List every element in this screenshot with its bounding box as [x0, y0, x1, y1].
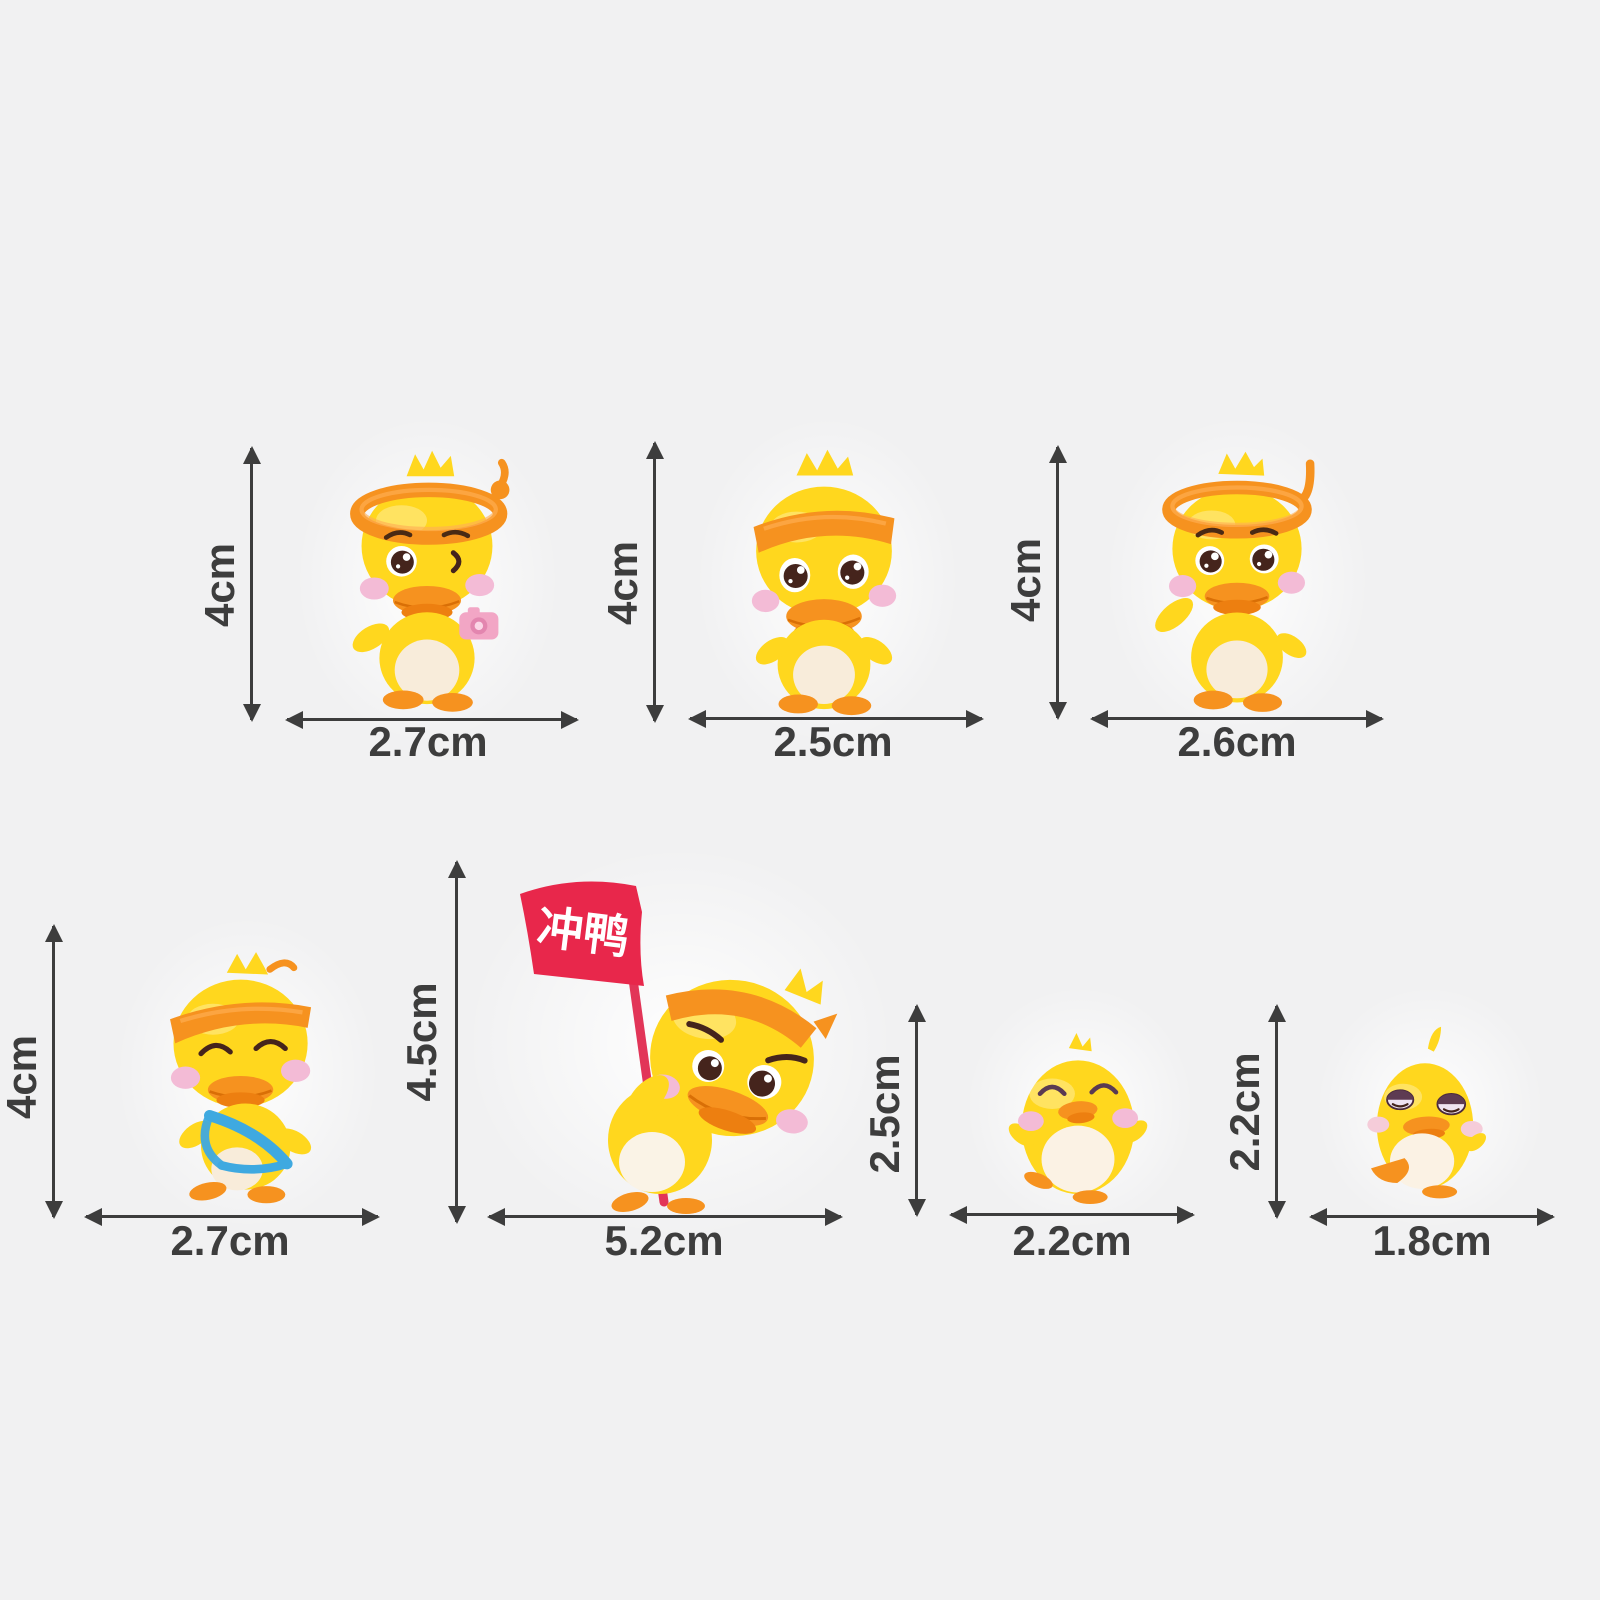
height-arrow: [1056, 447, 1059, 718]
height-arrow: [915, 1006, 918, 1215]
waving-wing-icon: [1155, 597, 1194, 633]
height-label: 4cm: [599, 540, 646, 626]
flag-icon: 冲鸭: [520, 881, 644, 986]
height-arrow: [1275, 1006, 1278, 1217]
closed-eye-icon: [1037, 1084, 1067, 1097]
width-label: 2.6cm: [1177, 718, 1297, 765]
height-label: 4cm: [0, 1034, 45, 1120]
width-arrow: [489, 1215, 841, 1218]
height-label: 2.2cm: [1221, 1052, 1268, 1172]
duck-figure-swim-ring: [170, 952, 312, 1204]
width-label: 2.2cm: [1012, 1217, 1132, 1264]
height-arrow: [455, 862, 458, 1222]
height-arrow: [52, 926, 55, 1217]
duck-figure-snorkel: [1155, 451, 1315, 712]
width-arrow: [951, 1213, 1193, 1216]
duck-figure-camera: [350, 450, 510, 712]
sleepy-eye-icon: [1436, 1093, 1467, 1116]
closed-eye-icon: [253, 1039, 288, 1052]
duck-figure-bandana: [751, 449, 897, 716]
sleepy-eye-icon: [1386, 1089, 1415, 1111]
duck-figure-flag: 冲鸭: [520, 881, 838, 1214]
gripping-wing-icon: [627, 1075, 669, 1117]
width-arrow: [1092, 717, 1382, 720]
closed-eye-icon: [198, 1042, 233, 1057]
width-arrow: [86, 1215, 378, 1218]
width-arrow: [287, 718, 577, 721]
closed-eye-icon: [1089, 1083, 1119, 1095]
width-arrow: [1311, 1215, 1553, 1218]
width-label: 5.2cm: [604, 1217, 724, 1264]
width-label: 2.5cm: [773, 718, 893, 765]
height-label: 4cm: [1002, 537, 1049, 623]
height-label: 2.5cm: [861, 1054, 908, 1174]
width-label: 2.7cm: [170, 1217, 290, 1264]
duck-figure-chick: [1008, 1032, 1148, 1204]
flag-text: 冲鸭: [534, 901, 632, 964]
height-label: 4cm: [196, 542, 243, 628]
camera-icon: [459, 607, 499, 640]
height-arrow: [250, 448, 253, 720]
height-arrow: [653, 443, 656, 721]
duck-figure-sleepy: [1367, 1026, 1486, 1199]
height-label: 4.5cm: [398, 982, 445, 1102]
swim-ring-sash-icon: [200, 1109, 293, 1174]
width-label: 1.8cm: [1372, 1217, 1492, 1264]
wink-eye-icon: [450, 550, 462, 574]
headband-icon: [665, 989, 817, 1048]
width-label: 2.7cm: [368, 718, 488, 765]
width-arrow: [690, 717, 982, 720]
